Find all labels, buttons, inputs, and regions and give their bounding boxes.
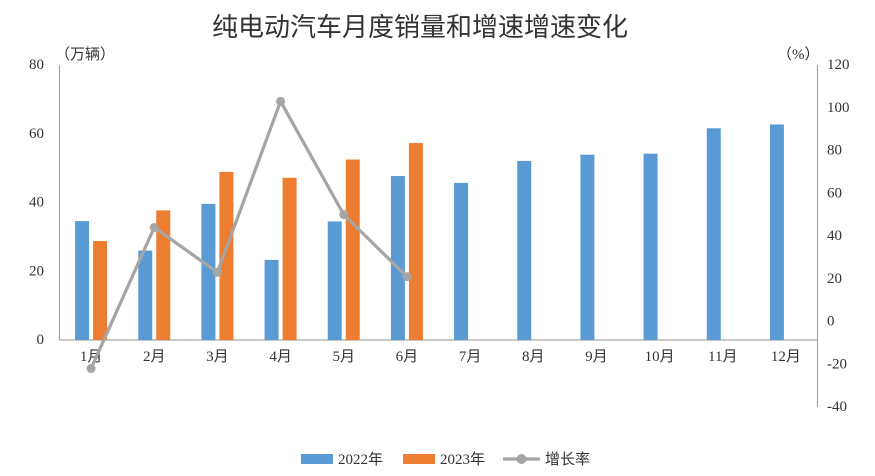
bar-2022年-11月 [706,128,721,340]
growth-rate-marker-2月 [149,222,159,232]
left-axis-unit-label: （万辆） [55,46,115,63]
x-axis-tick-label-6月: 6月 [396,349,419,365]
bar-2023年-5月 [345,159,360,340]
right-axis-tick-label-20: 20 [827,271,842,287]
growth-rate-marker-4月 [276,96,286,106]
bar-2022年-12月 [769,124,784,340]
left-axis-tick-label-80: 80 [29,57,44,73]
x-axis-tick-label-5月: 5月 [332,349,355,365]
bar-2023年-1月 [93,241,108,340]
legend-label-2023: 2023年 [440,451,485,468]
right-axis-tick-label-120: 120 [827,57,850,73]
bar-2022年-6月 [390,176,405,340]
x-axis-tick-label-8月: 8月 [522,349,545,365]
bar-2022年-10月 [643,153,658,340]
left-axis-tick-label-60: 60 [29,126,44,142]
bar-2022年-5月 [327,221,342,340]
bar-2022年-8月 [517,160,532,340]
bar-2023年-3月 [219,171,234,340]
right-axis-tick-label-40: 40 [827,228,842,244]
legend-item-2022: 2022年 [301,451,383,468]
bar-2022年-4月 [264,259,279,340]
chart-title: 纯电动汽车月度销量和增速增速变化 [212,13,628,42]
left-axis-tick-label-0: 0 [37,332,45,348]
bar-2022年-3月 [201,203,216,340]
x-axis-tick-label-2月: 2月 [143,349,166,365]
right-axis-tick-label--40: -40 [827,399,847,415]
right-axis-tick-label-80: 80 [827,143,842,159]
bar-2023年-4月 [282,177,297,340]
legend-item-2023: 2023年 [403,451,485,468]
growth-rate-marker-3月 [212,267,222,277]
bar-2022年-2月 [138,250,153,340]
legend-line-marker [516,454,527,464]
right-axis-tick-label-60: 60 [827,185,842,201]
x-axis-tick-label-10月: 10月 [645,349,675,365]
bar-2022年-9月 [580,154,595,340]
x-axis-tick-label-3月: 3月 [206,349,229,365]
bar-2022年-1月 [75,221,90,340]
legend-label-growth-rate: 增长率 [545,451,590,468]
growth-rate-marker-1月 [86,364,96,374]
right-axis-unit-label: （%） [777,46,820,63]
legend-item-growth-rate: 增长率 [503,451,590,468]
x-axis-tick-label-12月: 12月 [771,349,801,365]
x-axis-tick-label-9月: 9月 [585,349,608,365]
bar-2023年-6月 [408,143,423,340]
growth-rate-marker-5月 [339,210,349,220]
growth-rate-line [89,99,409,371]
bar-2023年-2月 [156,210,171,340]
bar-2022年-7月 [454,182,469,340]
left-axis-tick-label-20: 20 [29,263,44,279]
left-axis-tick-label-40: 40 [29,195,44,211]
right-axis-tick-label-0: 0 [827,314,835,330]
x-axis-tick-label-11月: 11月 [708,349,737,365]
legend-swatch-2023 [403,454,435,464]
legend-label-2022: 2022年 [338,451,383,468]
x-axis-tick-label-4月: 4月 [269,349,292,365]
x-axis-tick-label-7月: 7月 [459,349,482,365]
right-axis-tick-label--20: -20 [827,356,847,372]
legend-swatch-2022 [301,454,333,464]
right-axis-tick-label-100: 100 [827,100,850,116]
legend: 2022年 2023年 增长率 [301,451,590,468]
growth-rate-marker-6月 [402,272,412,282]
